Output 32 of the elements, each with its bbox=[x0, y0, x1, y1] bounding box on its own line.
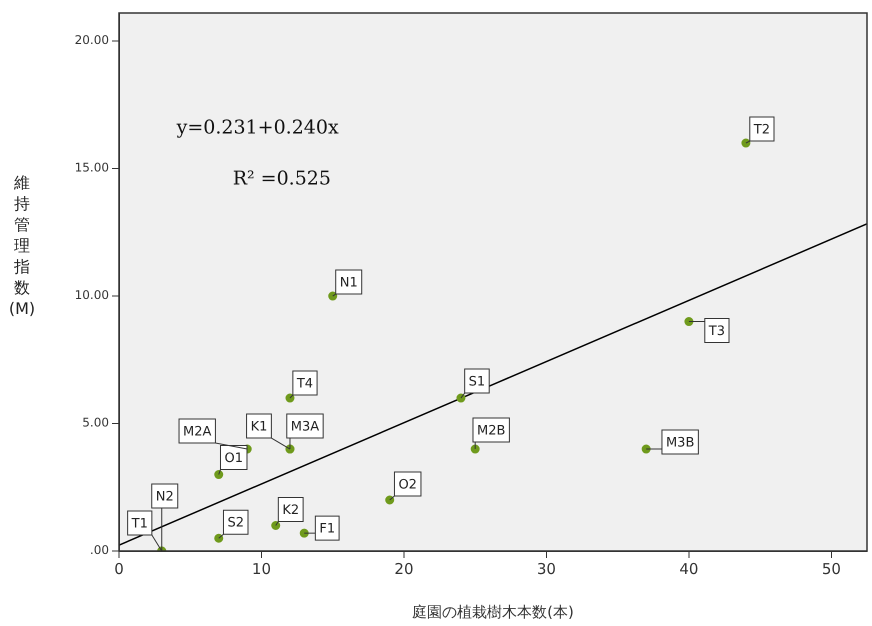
x-tick-label: 20 bbox=[394, 560, 414, 578]
annotation: M2B bbox=[476, 423, 506, 438]
annotation: T2 bbox=[752, 122, 770, 138]
annotation: y=0.231+0.240x bbox=[176, 116, 339, 139]
annotation: T3 bbox=[708, 324, 726, 339]
annotation: N1 bbox=[340, 275, 358, 290]
annotation: T4 bbox=[296, 376, 314, 392]
y-tick-label: 20.00 bbox=[74, 33, 109, 48]
annotation: M3B bbox=[666, 435, 694, 450]
x-tick-label: 40 bbox=[679, 560, 698, 578]
x-tick-label: 0 bbox=[114, 560, 124, 578]
y-tick-label: 5.00 bbox=[82, 416, 109, 430]
y-tick-label: 15.00 bbox=[74, 160, 109, 175]
y-axis-title: 維持管理指数(M) bbox=[8, 172, 36, 319]
annotation: F1 bbox=[319, 522, 336, 537]
annotation: O1 bbox=[224, 450, 243, 466]
annotation: M3A bbox=[290, 419, 320, 434]
y-tick-label: .00 bbox=[90, 543, 109, 558]
annotation: K2 bbox=[282, 502, 300, 518]
annotation: S2 bbox=[227, 516, 244, 531]
annotation: M2A bbox=[183, 424, 212, 440]
x-tick-label: 50 bbox=[822, 560, 841, 578]
annotation: S1 bbox=[468, 374, 486, 390]
y-tick-label: 10.00 bbox=[74, 288, 109, 302]
annotation: K1 bbox=[250, 419, 268, 434]
annotation: T1 bbox=[130, 516, 148, 532]
x-tick-label: 10 bbox=[252, 560, 272, 578]
x-axis-title: 庭園の植栽樹木本数(本) bbox=[412, 602, 574, 621]
annotation: N2 bbox=[156, 489, 174, 504]
x-tick-label: 30 bbox=[536, 560, 556, 578]
annotation: O2 bbox=[398, 477, 417, 492]
annotation: R² =0.525 bbox=[232, 168, 331, 190]
